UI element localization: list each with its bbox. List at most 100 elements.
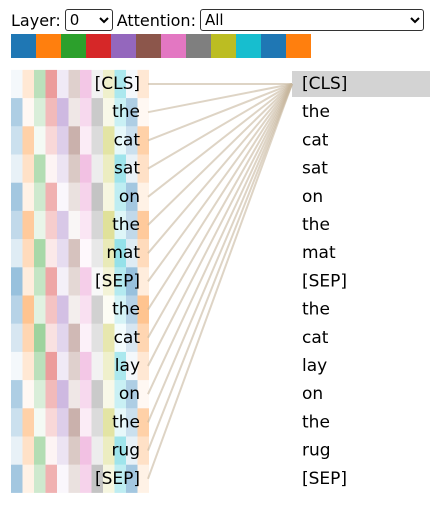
heat-cell bbox=[91, 436, 103, 465]
heat-cell bbox=[126, 408, 138, 437]
heat-cell bbox=[68, 210, 80, 240]
head-swatch[interactable] bbox=[286, 34, 311, 58]
left-token[interactable]: lay bbox=[115, 356, 140, 376]
heat-cell bbox=[126, 126, 138, 155]
head-swatch[interactable] bbox=[136, 34, 161, 58]
left-token[interactable]: cat bbox=[114, 328, 141, 348]
left-token[interactable]: rug bbox=[111, 441, 140, 461]
heat-cell bbox=[126, 239, 138, 268]
attention-select[interactable]: All bbox=[199, 9, 424, 31]
heat-cell bbox=[45, 69, 57, 99]
heat-cell bbox=[34, 154, 46, 183]
left-token[interactable]: [SEP] bbox=[95, 271, 140, 291]
right-token[interactable]: the bbox=[302, 412, 330, 432]
heat-cell bbox=[68, 323, 80, 352]
right-token[interactable]: mat bbox=[302, 243, 336, 263]
attention-line bbox=[147, 83, 293, 480]
heat-cell bbox=[126, 69, 138, 99]
heat-cell bbox=[68, 464, 80, 493]
head-swatch[interactable] bbox=[111, 34, 136, 58]
heat-cell bbox=[91, 267, 103, 296]
left-token[interactable]: the bbox=[112, 215, 140, 235]
heat-cell bbox=[91, 408, 103, 437]
right-token[interactable]: the bbox=[302, 215, 330, 235]
heat-cell bbox=[126, 380, 138, 409]
heat-cell bbox=[22, 408, 34, 437]
heat-cell bbox=[80, 69, 92, 99]
head-swatch[interactable] bbox=[261, 34, 286, 58]
right-token[interactable]: the bbox=[302, 102, 330, 122]
left-token[interactable]: sat bbox=[114, 159, 140, 179]
heat-cell bbox=[91, 126, 103, 155]
heat-cell bbox=[57, 351, 69, 381]
heat-cell bbox=[137, 210, 149, 240]
heat-cell bbox=[57, 295, 69, 324]
heat-cell bbox=[22, 323, 34, 352]
heat-cell bbox=[34, 323, 46, 352]
right-token[interactable]: on bbox=[302, 187, 323, 207]
heat-cell bbox=[22, 154, 34, 183]
heat-cell bbox=[11, 126, 23, 155]
right-token[interactable]: cat bbox=[302, 130, 329, 150]
right-token[interactable]: [CLS] bbox=[302, 74, 347, 94]
head-swatch[interactable] bbox=[161, 34, 186, 58]
left-token[interactable]: the bbox=[112, 300, 140, 320]
layer-select[interactable]: 0 bbox=[64, 9, 113, 31]
heat-cell bbox=[68, 408, 80, 437]
heat-cell bbox=[22, 380, 34, 409]
heat-cell bbox=[91, 295, 103, 324]
heat-cell bbox=[91, 351, 103, 381]
left-token[interactable]: the bbox=[112, 412, 140, 432]
left-token[interactable]: on bbox=[119, 384, 140, 404]
heat-cell bbox=[34, 267, 46, 296]
heat-cell bbox=[114, 380, 126, 409]
right-token[interactable]: sat bbox=[302, 159, 328, 179]
right-token[interactable]: [SEP] bbox=[302, 469, 347, 489]
heat-cell bbox=[114, 154, 126, 183]
left-token[interactable]: on bbox=[119, 187, 140, 207]
right-token[interactable]: rug bbox=[302, 441, 331, 461]
heat-cell bbox=[114, 464, 126, 493]
heat-cell bbox=[34, 239, 46, 268]
heat-cell bbox=[57, 267, 69, 296]
attention-line bbox=[147, 83, 293, 226]
right-token[interactable]: [SEP] bbox=[302, 271, 347, 291]
heat-cell bbox=[57, 408, 69, 437]
left-token[interactable]: cat bbox=[114, 130, 141, 150]
head-swatch[interactable] bbox=[36, 34, 61, 58]
head-swatch[interactable] bbox=[186, 34, 211, 58]
head-swatch[interactable] bbox=[11, 34, 36, 58]
heat-cell bbox=[114, 98, 126, 127]
heat-cell bbox=[80, 182, 92, 211]
head-swatch[interactable] bbox=[86, 34, 111, 58]
head-swatch[interactable] bbox=[61, 34, 86, 58]
heat-cell bbox=[114, 323, 126, 352]
left-token[interactable]: [CLS] bbox=[95, 74, 140, 94]
left-token[interactable]: the bbox=[112, 102, 140, 122]
right-token[interactable]: lay bbox=[302, 356, 327, 376]
left-token[interactable]: [SEP] bbox=[95, 469, 140, 489]
head-swatch[interactable] bbox=[236, 34, 261, 58]
heat-cell bbox=[57, 182, 69, 211]
heat-cell bbox=[45, 267, 57, 296]
heat-cell bbox=[68, 351, 80, 381]
heat-cell bbox=[103, 69, 115, 99]
right-token[interactable]: cat bbox=[302, 328, 329, 348]
heat-cell bbox=[137, 323, 149, 352]
attention-line bbox=[147, 83, 293, 311]
heat-cell bbox=[126, 351, 138, 381]
left-token[interactable]: mat bbox=[106, 243, 140, 263]
heat-cell bbox=[11, 436, 23, 465]
right-token[interactable]: on bbox=[302, 384, 323, 404]
heat-cell bbox=[68, 239, 80, 268]
heat-cell bbox=[80, 436, 92, 465]
heat-cell bbox=[80, 154, 92, 183]
heat-cell bbox=[126, 295, 138, 324]
layer-label: Layer: bbox=[11, 10, 61, 30]
heat-cell bbox=[68, 436, 80, 465]
heat-cell bbox=[45, 154, 57, 183]
heat-cell bbox=[114, 210, 126, 240]
heat-cell bbox=[91, 210, 103, 240]
head-swatch[interactable] bbox=[211, 34, 236, 58]
right-token[interactable]: the bbox=[302, 300, 330, 320]
